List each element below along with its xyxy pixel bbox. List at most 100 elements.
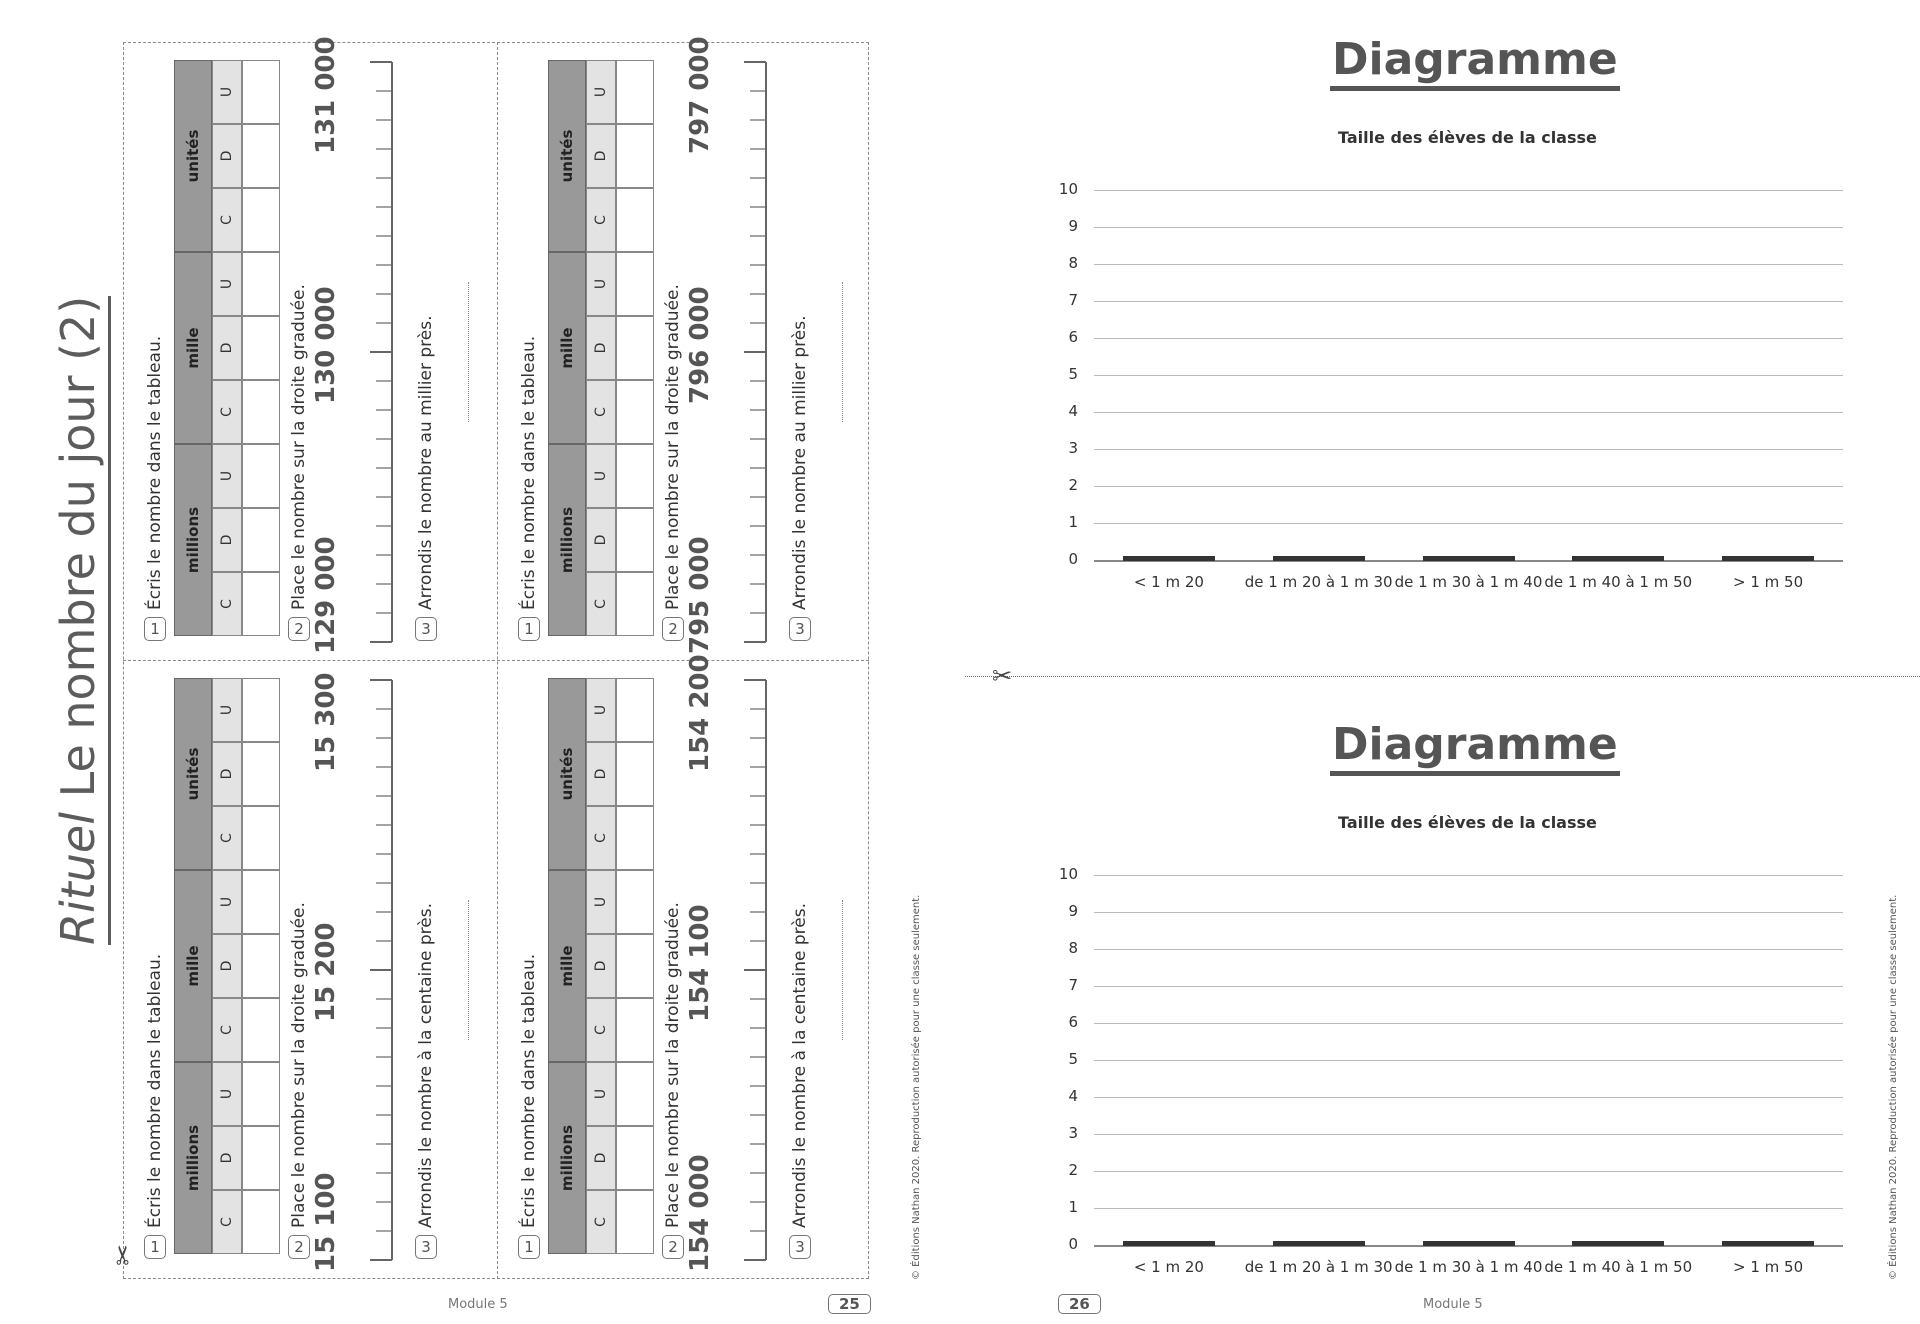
gridline: [1094, 949, 1843, 950]
table-input-cell[interactable]: [616, 742, 654, 806]
table-subheader: C: [212, 380, 242, 444]
table-input-cell[interactable]: [616, 188, 654, 252]
y-tick-label: 1: [1068, 513, 1078, 531]
table-input-cell[interactable]: [242, 934, 280, 998]
gridline: [1094, 264, 1843, 265]
table-subheader: D: [212, 508, 242, 572]
table-subheader: U: [212, 1062, 242, 1126]
title-italic: Rituel: [51, 811, 105, 945]
instruction-text: Place le nombre sur la droite graduée.: [289, 902, 309, 1228]
table-input-cell[interactable]: [616, 380, 654, 444]
table-input-cell[interactable]: [616, 572, 654, 636]
instruction-q2: 2 Place le nombre sur la droite graduée.: [287, 284, 311, 641]
chart-title: Taille des élèves de la classe: [1338, 128, 1597, 147]
table-input-cell[interactable]: [242, 60, 280, 124]
table-subheader: D: [586, 934, 616, 998]
table-input-cell[interactable]: [616, 806, 654, 870]
table-input-cell[interactable]: [242, 316, 280, 380]
table-input-cell[interactable]: [242, 1190, 280, 1254]
question-number: 2: [662, 1235, 684, 1259]
y-tick-label: 1: [1068, 1198, 1078, 1216]
chart-bar: [1122, 556, 1215, 561]
table-input-cell[interactable]: [616, 508, 654, 572]
gridline: [1094, 1097, 1843, 1098]
instruction-q1: 1 Écris le nombre dans le tableau.: [517, 954, 541, 1259]
table-subheader: D: [586, 316, 616, 380]
table-input-cell[interactable]: [616, 998, 654, 1062]
chart-bar: [1422, 556, 1515, 561]
table-input-cell[interactable]: [616, 252, 654, 316]
table-subheader: C: [586, 1190, 616, 1254]
number-card: 1 Écris le nombre dans le tableau. million…: [497, 36, 870, 660]
scissors-icon: ✂: [992, 662, 1013, 690]
table-input-cell[interactable]: [242, 188, 280, 252]
y-tick-label: 0: [1068, 550, 1078, 568]
x-category-label: < 1 m 20: [1133, 1258, 1204, 1276]
y-tick-label: 0: [1068, 1235, 1078, 1253]
table-input-cell[interactable]: [616, 124, 654, 188]
y-tick-label: 10: [1058, 865, 1078, 883]
graduated-number-line[interactable]: [368, 670, 408, 1270]
table-input-cell[interactable]: [242, 870, 280, 934]
table-input-cell[interactable]: [242, 998, 280, 1062]
footer-module-right: Module 5: [1423, 1297, 1483, 1312]
table-input-cell[interactable]: [242, 252, 280, 316]
table-subheader: U: [212, 678, 242, 742]
table-input-cell[interactable]: [242, 742, 280, 806]
graduated-number-line[interactable]: [368, 52, 408, 652]
table-subheader: U: [212, 444, 242, 508]
answer-line[interactable]: [468, 282, 469, 422]
table-input-cell[interactable]: [242, 508, 280, 572]
table-subheader: C: [212, 998, 242, 1062]
table-subheader: C: [586, 188, 616, 252]
answer-line[interactable]: [468, 900, 469, 1040]
y-tick-label: 3: [1068, 1124, 1078, 1142]
table-input-cell[interactable]: [242, 806, 280, 870]
table-input-cell[interactable]: [616, 934, 654, 998]
table-input-cell[interactable]: [616, 1062, 654, 1126]
number-line-label: 129 000: [311, 536, 341, 654]
table-input-cell[interactable]: [242, 444, 280, 508]
number-line-label: 15 200: [311, 922, 341, 1022]
y-tick-label: 5: [1068, 1050, 1078, 1068]
instruction-q1: 1 Écris le nombre dans le tableau.: [143, 336, 167, 641]
y-tick-label: 4: [1068, 1087, 1078, 1105]
table-input-cell[interactable]: [242, 1062, 280, 1126]
table-input-cell[interactable]: [616, 1190, 654, 1254]
table-input-cell[interactable]: [616, 870, 654, 934]
table-input-cell[interactable]: [242, 572, 280, 636]
table-input-cell[interactable]: [616, 60, 654, 124]
x-category-label: de 1 m 40 à 1 m 50: [1544, 1258, 1693, 1276]
table-input-cell[interactable]: [616, 678, 654, 742]
chart-bar: [1572, 556, 1665, 561]
answer-line[interactable]: [842, 282, 843, 422]
place-value-table: millions mille unités C D U C D U C D U: [548, 60, 654, 636]
place-value-table: millions mille unités C D U C D U C D U: [548, 678, 654, 1254]
gridline: [1094, 986, 1843, 987]
table-input-cell[interactable]: [242, 678, 280, 742]
table-input-cell[interactable]: [616, 1126, 654, 1190]
table-input-cell[interactable]: [242, 124, 280, 188]
instruction-text: Arrondis le nombre à la centaine près.: [416, 903, 436, 1228]
card-divider-horizontal: [123, 660, 869, 661]
chart-bar: [1122, 1241, 1215, 1246]
table-group-header: unités: [174, 60, 212, 252]
page-number-left: 25: [828, 1294, 871, 1314]
table-input-cell[interactable]: [242, 380, 280, 444]
table-input-cell[interactable]: [242, 1126, 280, 1190]
y-tick-label: 8: [1068, 254, 1078, 272]
table-input-cell[interactable]: [616, 444, 654, 508]
number-line-label: 797 000: [685, 36, 715, 154]
answer-line[interactable]: [842, 900, 843, 1040]
y-tick-label: 10: [1058, 180, 1078, 198]
instruction-q3: 3 Arrondis le nombre à la centaine près.: [788, 903, 812, 1259]
table-group-header: mille: [174, 252, 212, 444]
graduated-number-line[interactable]: [742, 52, 782, 652]
table-input-cell[interactable]: [616, 316, 654, 380]
title-main: Le nombre du jour (2): [51, 295, 105, 812]
copyright-right: © Éditions Nathan 2020. Reproduction aut…: [1888, 894, 1899, 1280]
gridline: [1094, 1171, 1843, 1172]
question-number: 2: [662, 617, 684, 641]
graduated-number-line[interactable]: [742, 670, 782, 1270]
number-line-label: 795 000: [685, 536, 715, 654]
